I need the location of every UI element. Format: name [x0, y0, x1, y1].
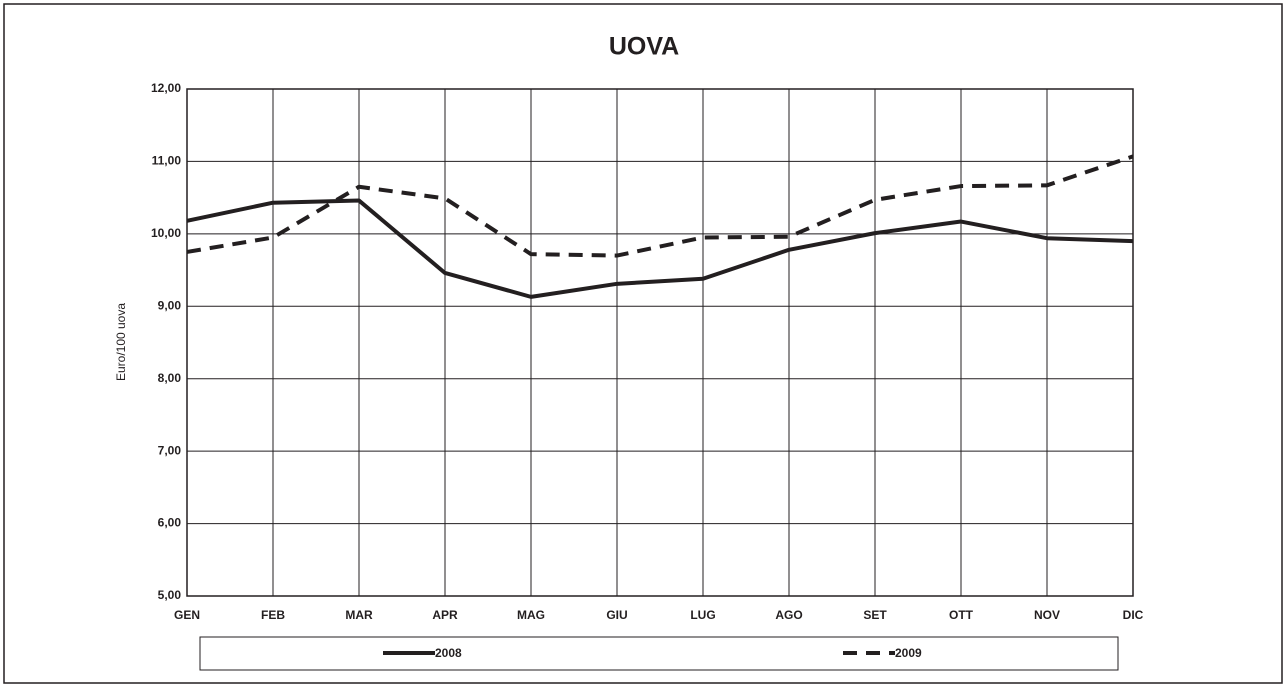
- y-tick-label: 5,00: [158, 588, 182, 602]
- legend-label: 2008: [435, 646, 462, 660]
- x-tick-label: FEB: [261, 608, 285, 622]
- x-tick-label: LUG: [690, 608, 715, 622]
- y-tick-label: 10,00: [151, 226, 181, 240]
- x-tick-label: OTT: [949, 608, 974, 622]
- x-tick-label: MAR: [345, 608, 373, 622]
- y-tick-label: 8,00: [158, 371, 182, 385]
- y-axis-label: Euro/100 uova: [114, 303, 128, 381]
- x-tick-label: SET: [863, 608, 887, 622]
- x-tick-label: DIC: [1123, 608, 1144, 622]
- y-tick-label: 6,00: [158, 516, 182, 530]
- legend: [199, 636, 1119, 671]
- y-tick-label: 7,00: [158, 443, 182, 457]
- x-tick-label: MAG: [517, 608, 545, 622]
- plot-border: [186, 88, 1134, 597]
- chart-frame: [3, 3, 1283, 684]
- x-tick-label: GIU: [606, 608, 627, 622]
- series-line: [186, 154, 1134, 258]
- y-tick-label: 11,00: [152, 154, 182, 168]
- series-line: [186, 198, 1134, 299]
- x-tick-label: APR: [432, 608, 458, 622]
- x-tick-label: AGO: [775, 608, 802, 622]
- y-tick-label: 12,00: [151, 81, 181, 95]
- legend-label: 2009: [895, 646, 922, 660]
- x-tick-label: GEN: [174, 608, 200, 622]
- chart-title: UOVA: [609, 33, 679, 61]
- x-tick-label: NOV: [1034, 608, 1060, 622]
- y-tick-label: 9,00: [158, 298, 182, 312]
